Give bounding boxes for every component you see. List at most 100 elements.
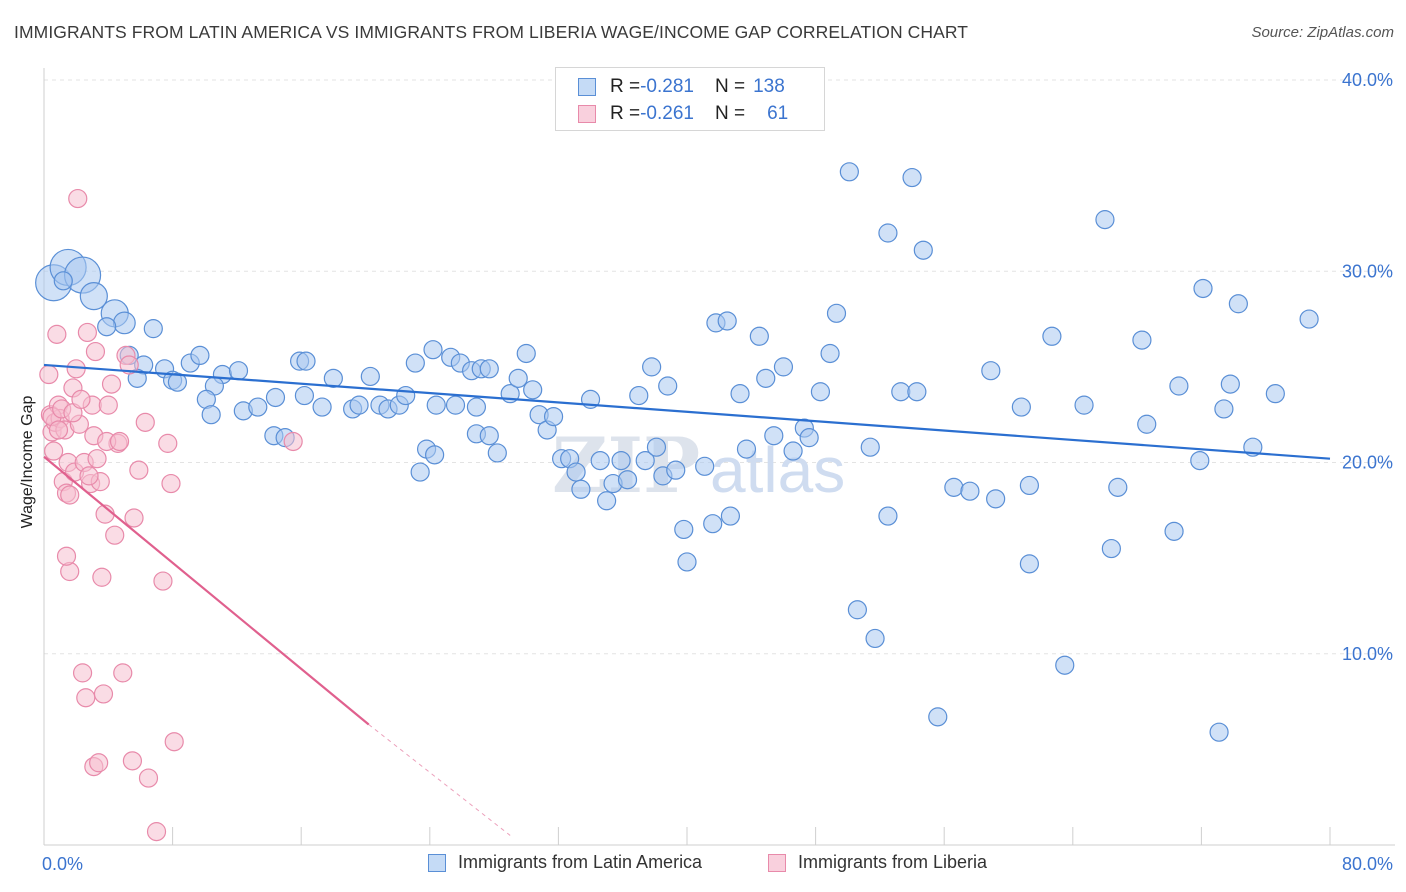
liberia-point: [105, 525, 125, 545]
latin-america-point: [617, 470, 638, 490]
liberia-point: [161, 473, 181, 494]
liberia-point: [77, 322, 98, 343]
latin-america-point: [902, 167, 922, 188]
y-tick-label: 10.0%: [1342, 644, 1393, 664]
latin-america-point: [323, 368, 343, 388]
latin-america-point: [248, 397, 268, 417]
watermark-atlas: atlas: [710, 434, 845, 506]
latin-america-point: [312, 397, 332, 417]
latin-america-point: [543, 407, 564, 427]
legend-item-latin-america: Immigrants from Latin America: [428, 852, 702, 873]
latin-america-point: [913, 240, 933, 260]
r-value: -0.281: [640, 76, 694, 97]
liberia-point: [87, 449, 107, 469]
latin-america-point: [720, 506, 741, 526]
latin-america-point: [1101, 538, 1121, 559]
legend-label: Immigrants from Liberia: [798, 852, 988, 872]
legend-label: Immigrants from Latin America: [458, 852, 703, 872]
latin-america-point: [783, 441, 803, 461]
latin-america-point: [508, 368, 528, 388]
latin-america-point: [1214, 399, 1234, 419]
liberia-point: [92, 567, 112, 587]
liberia-point: [283, 431, 303, 452]
liberia-point: [129, 460, 149, 480]
liberia-point: [135, 412, 155, 432]
latin-america-point: [839, 162, 859, 182]
latin-america-point: [294, 385, 315, 406]
liberia-point: [89, 753, 109, 773]
latin-america-point: [571, 479, 591, 499]
latin-america-point: [635, 450, 655, 471]
latin-america-point: [296, 351, 316, 371]
liberia-point: [56, 546, 77, 566]
latin-america-point: [960, 481, 980, 501]
legend-item-liberia: Immigrants from Liberia: [768, 852, 987, 873]
latin-america-point: [1055, 655, 1075, 675]
latin-america-point: [143, 319, 163, 339]
pink-swatch-icon: [768, 853, 786, 872]
latin-america-point: [799, 428, 819, 448]
liberia-point: [138, 768, 159, 788]
blue-swatch-icon: [428, 853, 446, 872]
latin-america-point: [405, 353, 425, 373]
latin-america-point: [1228, 294, 1248, 314]
latin-america-point: [928, 707, 948, 727]
latin-america-point: [1164, 521, 1184, 541]
latin-america-point: [820, 343, 840, 364]
latin-america-point: [426, 395, 446, 415]
latin-america-point: [1011, 397, 1031, 417]
latin-america-point: [1137, 414, 1157, 434]
pink-swatch-icon: [578, 105, 596, 123]
latin-america-point: [487, 443, 507, 463]
liberia-point: [60, 485, 80, 505]
latin-america-point: [847, 600, 867, 620]
y-tick-label: 30.0%: [1342, 261, 1393, 281]
latin-america-point: [611, 450, 631, 471]
r-value: -0.261: [640, 103, 694, 124]
latin-america-point: [810, 382, 831, 402]
latin-america-point: [1019, 554, 1039, 574]
x-tick-label: 0.0%: [42, 854, 83, 874]
latin-america-point: [695, 456, 715, 476]
latin-america-point: [201, 405, 221, 425]
latin-america-point: [717, 311, 737, 331]
latin-america-point: [658, 376, 678, 396]
liberia-point: [119, 355, 139, 375]
latin-america-point: [891, 382, 911, 402]
latin-america-point: [167, 372, 188, 392]
blue-swatch-icon: [578, 78, 596, 96]
latin-america-point: [878, 506, 898, 526]
source-label: Source: ZipAtlas.com: [1251, 24, 1394, 41]
latin-america-point: [826, 303, 847, 323]
liberia-point: [71, 389, 91, 409]
liberia-point: [48, 420, 69, 440]
latin-america-point: [79, 282, 108, 311]
latin-america-point: [53, 271, 73, 291]
latin-america-point: [479, 359, 499, 379]
latin-america-point: [445, 395, 466, 415]
latin-america-point: [756, 368, 776, 388]
latin-america-point: [666, 460, 686, 480]
n-label: N =: [714, 76, 746, 97]
latin-america-point: [590, 450, 610, 471]
latin-america-point: [1074, 395, 1094, 415]
latin-america-point: [677, 552, 697, 572]
latin-america-point: [944, 477, 964, 497]
latin-america-point: [566, 462, 586, 482]
liberia-point: [164, 732, 184, 752]
liberia-point: [39, 364, 59, 385]
latin-america-point: [773, 357, 794, 377]
liberia-trendline-extension: [368, 724, 511, 836]
n-value: 138: [753, 76, 785, 97]
latin-america-point: [425, 445, 445, 465]
latin-america-point: [981, 361, 1001, 381]
latin-america-point: [642, 357, 662, 377]
legend-row-liberia: R = -0.261 N = 61: [578, 101, 788, 127]
latin-america-point: [190, 345, 210, 365]
liberia-point: [146, 822, 167, 842]
latin-america-point: [1265, 384, 1285, 404]
latin-america-point: [764, 426, 784, 446]
latin-america-point: [1209, 722, 1229, 742]
latin-america-point: [112, 311, 136, 335]
